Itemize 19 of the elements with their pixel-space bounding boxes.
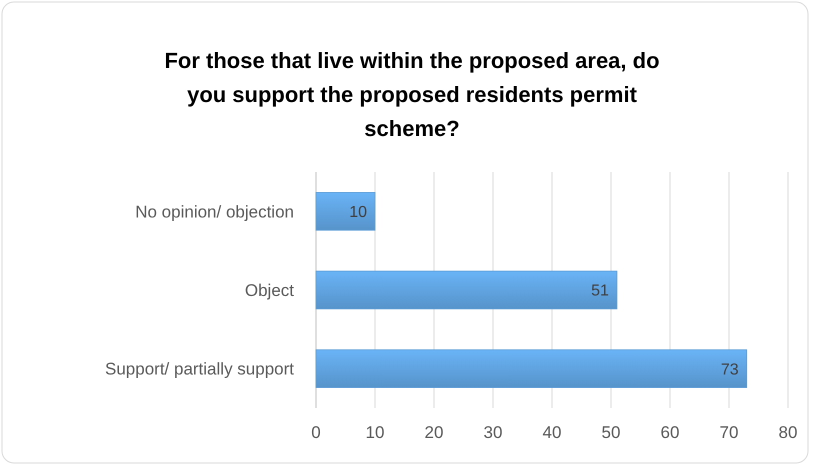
x-tick-label: 40 [542,423,562,442]
x-tick-label: 70 [720,423,738,442]
data-label: 73 [720,361,739,378]
bar [316,270,618,310]
data-label: 51 [591,282,609,300]
data-label: 10 [349,204,368,221]
x-tick-label: 60 [660,423,680,442]
chart-title: For those that live within the proposed area, do you support the proposed residents permit scheme? [164,48,660,141]
bar [316,192,376,231]
x-tick-label: 10 [366,423,384,442]
x-tick-label: 30 [484,423,502,442]
y-tick-label: Object [244,280,294,300]
x-tick-label: 0 [311,423,321,442]
x-tick-label: 20 [424,423,444,442]
y-tick-label: No opinion/ objection [135,202,294,222]
y-tick-label: Support/ partially support [105,360,294,379]
x-tick-label: 50 [602,423,620,442]
bar [316,349,748,388]
x-tick-label: 80 [778,423,798,442]
